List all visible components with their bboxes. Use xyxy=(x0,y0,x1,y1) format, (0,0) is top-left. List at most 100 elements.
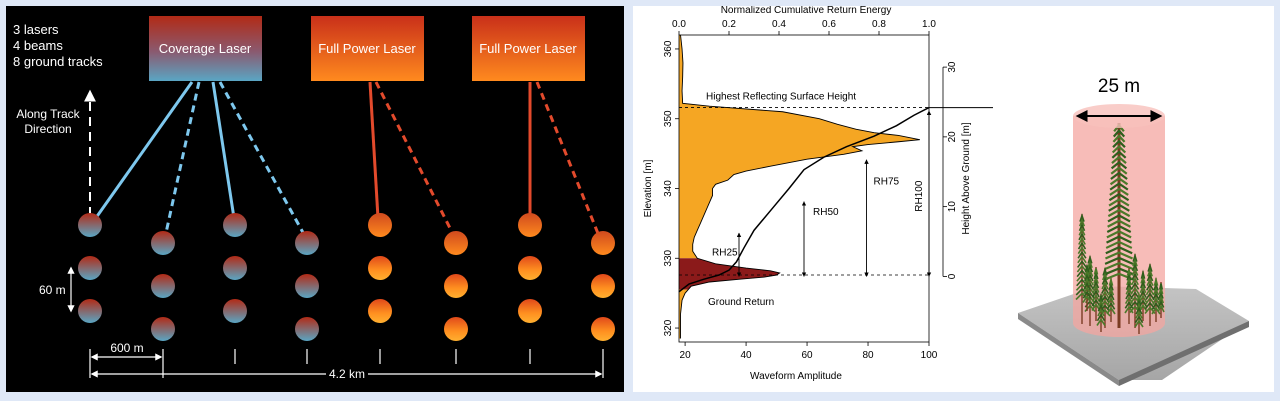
ground-track-2 xyxy=(151,231,175,341)
below-ground-area xyxy=(679,289,689,339)
height-tick-label: 0 xyxy=(947,273,958,279)
amplitude-tick-label: 100 xyxy=(921,350,938,361)
coverage-beam-3 xyxy=(211,81,236,219)
ground-track-1 xyxy=(78,213,102,323)
ground-track-3 xyxy=(223,213,247,323)
footprint xyxy=(78,299,102,323)
tree xyxy=(1082,263,1092,311)
energy-tick-label: 0.6 xyxy=(822,19,836,30)
height-axis-label: Height Above Ground [m] xyxy=(961,122,972,235)
tree xyxy=(1129,252,1141,328)
footprint xyxy=(368,213,392,237)
tree xyxy=(1157,282,1165,318)
coverage-beam-1 xyxy=(91,81,194,223)
full-power-laser-label-1: Full Power Laser xyxy=(318,41,416,56)
ground-track-7 xyxy=(518,213,542,323)
elevation-tick-label: 360 xyxy=(663,40,674,57)
energy-axis-label: Normalized Cumulative Return Energy xyxy=(721,6,892,16)
waveform-chart-panel: 320 330 340 350 360 Elevation [m] 20 40 60 80 100 W… xyxy=(633,6,993,392)
footprint xyxy=(444,231,468,255)
coverage-beam-2 xyxy=(162,81,201,243)
info-line-lasers: 3 lasers xyxy=(13,22,59,37)
diameter-label: 25 m xyxy=(1098,76,1140,97)
height-tick-label: 30 xyxy=(947,61,958,73)
energy-tick-label: 0.0 xyxy=(672,19,686,30)
ground-return-label: Ground Return xyxy=(708,297,774,308)
full-power-beam-4 xyxy=(535,81,601,237)
trees xyxy=(1075,123,1165,334)
footprint xyxy=(518,299,542,323)
elevation-axis-label: Elevation [m] xyxy=(643,159,654,217)
height-tick-label: 10 xyxy=(947,201,958,213)
rh50-label: RH50 xyxy=(813,207,839,218)
info-line-beams: 4 beams xyxy=(13,38,63,53)
footprint xyxy=(295,231,319,255)
track-tick-marks xyxy=(89,349,604,378)
full-power-beam-2 xyxy=(374,81,456,237)
amplitude-tick-label: 20 xyxy=(680,350,692,361)
tree xyxy=(1134,292,1144,334)
rh75-label: RH75 xyxy=(874,176,900,187)
full-power-laser-box-2 xyxy=(472,16,585,81)
energy-tick-label: 0.2 xyxy=(722,19,736,30)
laser-beam-diagram-panel: 3 lasers 4 beams 8 ground tracks Along T… xyxy=(6,6,624,392)
along-track-label-line2: Direction xyxy=(24,122,71,136)
footprint xyxy=(444,317,468,341)
footprint-illustration-panel: 25 m xyxy=(993,6,1274,392)
amplitude-tick-label: 60 xyxy=(801,350,813,361)
height-tick-label: 20 xyxy=(947,131,958,143)
footprint xyxy=(591,317,615,341)
platform-edge-left xyxy=(1018,313,1119,386)
plot-area xyxy=(678,34,930,339)
amplitude-tick-label: 80 xyxy=(862,350,874,361)
cumulative-energy-curve xyxy=(678,106,930,293)
tree xyxy=(1099,266,1111,328)
tree xyxy=(1096,292,1106,332)
highest-surface-label: Highest Reflecting Surface Height xyxy=(706,92,856,103)
full-power-beam-1 xyxy=(368,81,380,219)
ground-track-5 xyxy=(368,213,392,323)
along-track-label-line1: Along Track xyxy=(16,107,80,121)
coverage-laser-box xyxy=(149,16,262,81)
tree xyxy=(1091,267,1101,321)
footprint xyxy=(591,231,615,255)
footprint xyxy=(151,317,175,341)
footprint xyxy=(78,213,102,237)
ground-track-4 xyxy=(295,231,319,341)
annotations: Highest Reflecting Surface Height Ground … xyxy=(679,92,993,308)
footprint xyxy=(444,274,468,298)
full-power-laser-label-2: Full Power Laser xyxy=(479,41,577,56)
swath-label: 4.2 km xyxy=(329,367,365,381)
platform-edge-right xyxy=(1119,321,1249,386)
footprint xyxy=(78,256,102,280)
coverage-beam-4 xyxy=(218,81,308,239)
tree xyxy=(1106,276,1116,322)
footprint xyxy=(223,256,247,280)
info-line-tracks: 8 ground tracks xyxy=(13,54,103,69)
spacing-label: 60 m xyxy=(39,283,66,297)
energy-tick-label: 0.4 xyxy=(772,19,786,30)
canopy-return-area xyxy=(679,35,920,259)
elevation-tick-label: 320 xyxy=(663,319,674,336)
footprint xyxy=(368,299,392,323)
footprint xyxy=(368,256,392,280)
footprint xyxy=(151,274,175,298)
coverage-laser-label: Coverage Laser xyxy=(159,41,252,56)
footprint xyxy=(223,213,247,237)
footprint xyxy=(223,299,247,323)
waveform-line xyxy=(680,34,920,339)
rh100-label: RH100 xyxy=(914,180,925,212)
footprint xyxy=(295,317,319,341)
track-spacing-label: 600 m xyxy=(110,341,143,355)
energy-tick-label: 0.8 xyxy=(872,19,886,30)
ground-track-8 xyxy=(591,231,615,341)
full-power-laser-box-1 xyxy=(311,16,424,81)
footprint xyxy=(518,256,542,280)
footprint xyxy=(518,213,542,237)
footprint xyxy=(295,274,319,298)
amplitude-axis-label: Waveform Amplitude xyxy=(750,371,842,382)
plot-frame xyxy=(678,34,930,343)
footprint-illustration: 25 m xyxy=(1018,76,1249,386)
